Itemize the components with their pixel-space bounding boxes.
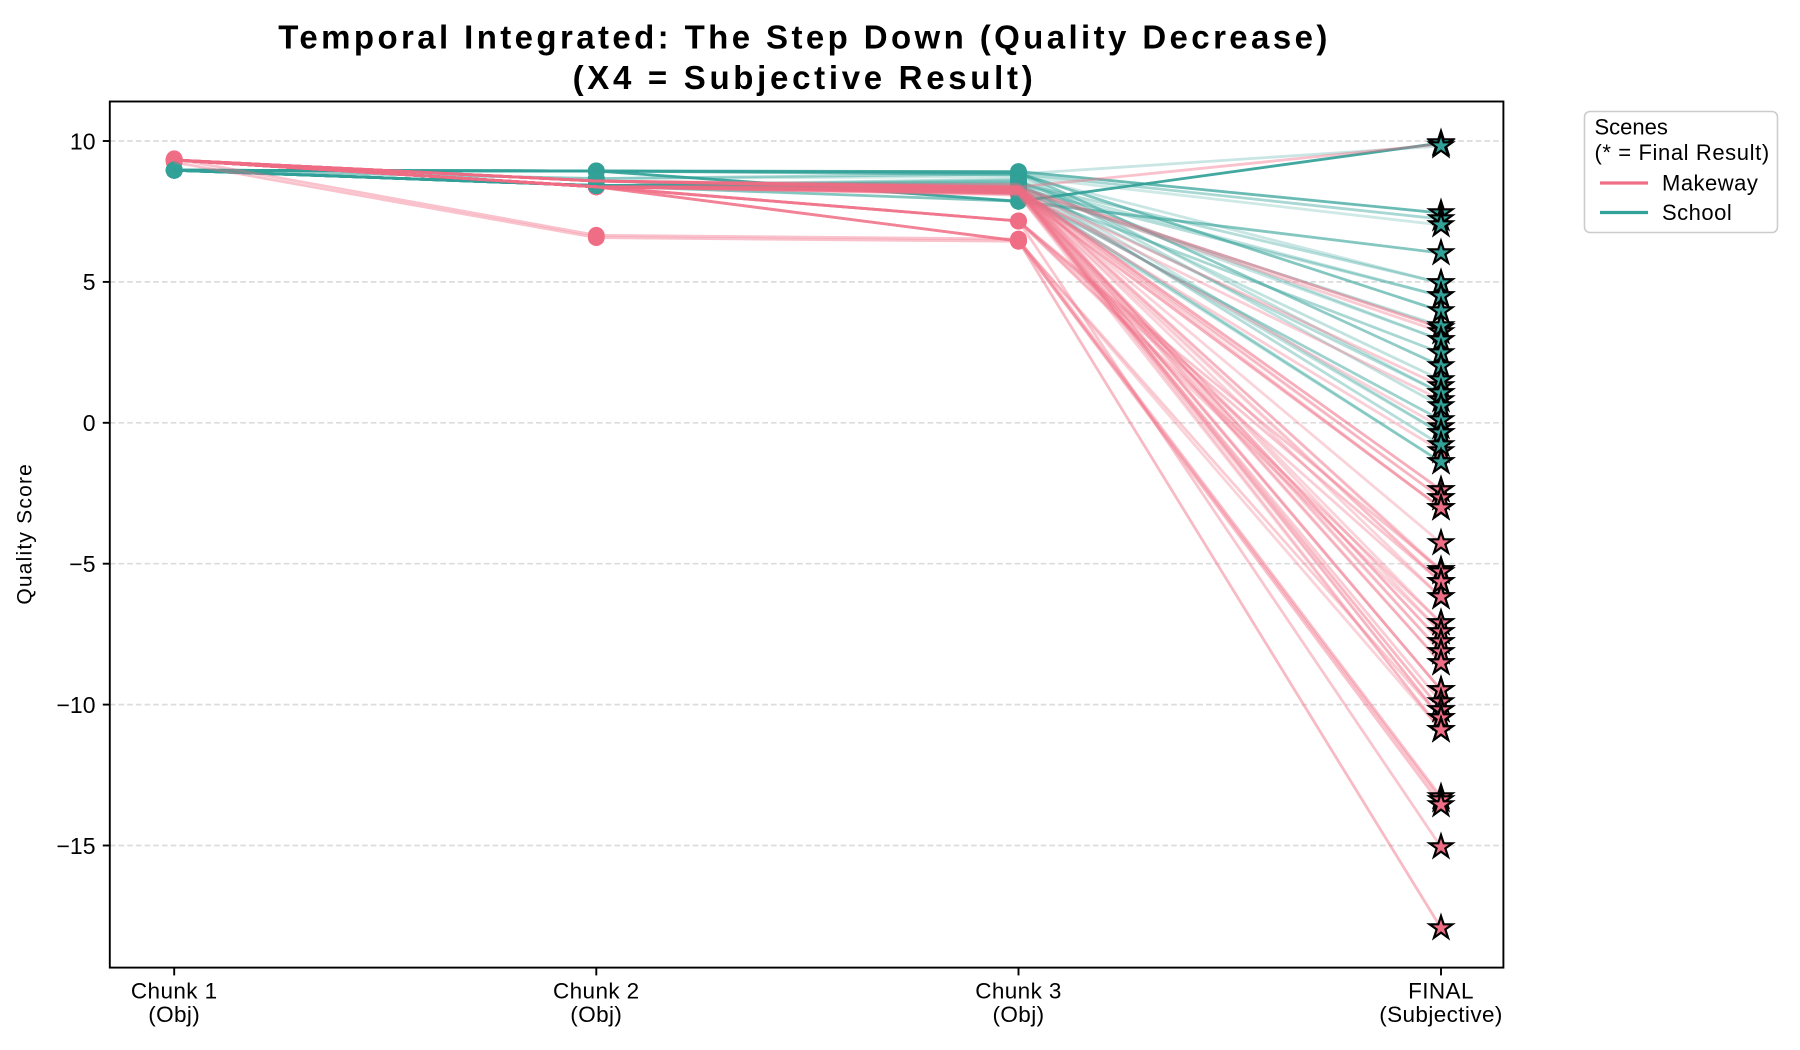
svg-text:Chunk 1: Chunk 1: [131, 978, 218, 1003]
svg-text:(Obj): (Obj): [993, 1002, 1045, 1027]
svg-text:0: 0: [83, 410, 96, 436]
svg-text:−15: −15: [56, 833, 95, 859]
svg-text:5: 5: [83, 269, 96, 295]
svg-text:(X4 = Subjective Result): (X4 = Subjective Result): [573, 59, 1037, 96]
svg-text:(* = Final Result): (* = Final Result): [1595, 140, 1770, 165]
svg-text:Temporal Integrated: The Step: Temporal Integrated: The Step Down (Qual…: [278, 19, 1330, 56]
svg-text:Quality Score: Quality Score: [14, 463, 37, 605]
svg-text:(Obj): (Obj): [148, 1002, 200, 1027]
svg-text:−10: −10: [56, 692, 95, 718]
svg-text:(Obj): (Obj): [570, 1002, 622, 1027]
svg-text:(Subjective): (Subjective): [1379, 1002, 1503, 1027]
svg-text:Chunk 2: Chunk 2: [553, 978, 640, 1003]
svg-text:Scenes: Scenes: [1595, 115, 1668, 140]
svg-text:−5: −5: [69, 551, 95, 577]
svg-text:School: School: [1662, 200, 1732, 225]
svg-text:Chunk 3: Chunk 3: [975, 978, 1062, 1003]
svg-text:10: 10: [70, 128, 96, 154]
svg-text:Makeway: Makeway: [1662, 171, 1758, 196]
svg-text:FINAL: FINAL: [1408, 978, 1474, 1003]
